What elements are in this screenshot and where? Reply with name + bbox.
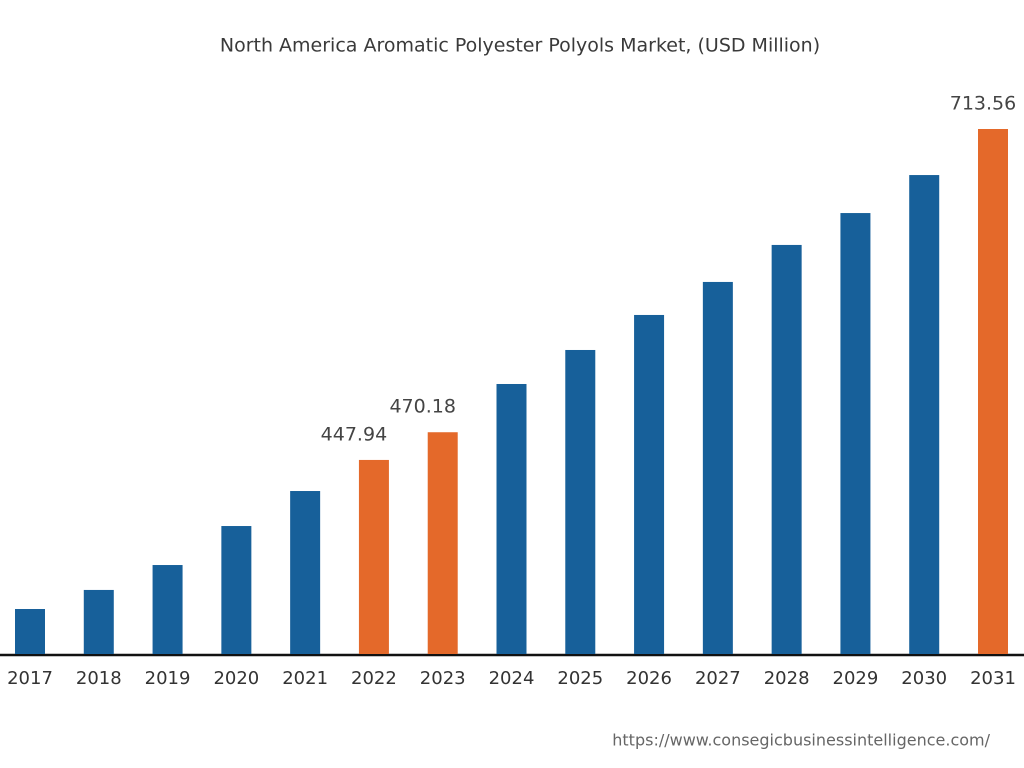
x-tick-label: 2025 (557, 668, 603, 689)
x-tick-label: 2026 (626, 668, 672, 689)
x-tick-label: 2017 (7, 668, 53, 689)
bar (496, 383, 527, 654)
source-link[interactable]: https://www.consegicbusinessintelligence… (612, 731, 990, 750)
x-tick-label: 2018 (76, 668, 122, 689)
x-tick-label: 2024 (489, 668, 535, 689)
x-tick-label: 2028 (764, 668, 810, 689)
bar (565, 349, 596, 654)
x-tick-label: 2031 (970, 668, 1016, 689)
x-tick-label: 2029 (833, 668, 879, 689)
bar (909, 175, 940, 654)
bar (290, 491, 321, 654)
bar (15, 609, 45, 654)
bar (427, 432, 458, 654)
chart-title: North America Aromatic Polyester Polyols… (220, 35, 820, 57)
x-tick-label: 2019 (145, 668, 191, 689)
x-tick-label: 2022 (351, 668, 397, 689)
value-label: 447.94 (321, 423, 387, 445)
bar (152, 565, 183, 654)
x-tick-label: 2027 (695, 668, 741, 689)
bar (702, 281, 733, 654)
bar (358, 459, 389, 654)
x-tick-label: 2023 (420, 668, 466, 689)
bar (771, 244, 802, 654)
bar (634, 314, 665, 654)
value-label: 713.56 (950, 93, 1016, 115)
bar (978, 129, 1008, 654)
value-label: 470.18 (389, 396, 455, 418)
bar (83, 589, 114, 654)
bar (221, 526, 252, 654)
bar (840, 213, 871, 654)
x-tick-label: 2021 (282, 668, 328, 689)
x-tick-label: 2030 (901, 668, 947, 689)
x-tick-label: 2020 (213, 668, 259, 689)
